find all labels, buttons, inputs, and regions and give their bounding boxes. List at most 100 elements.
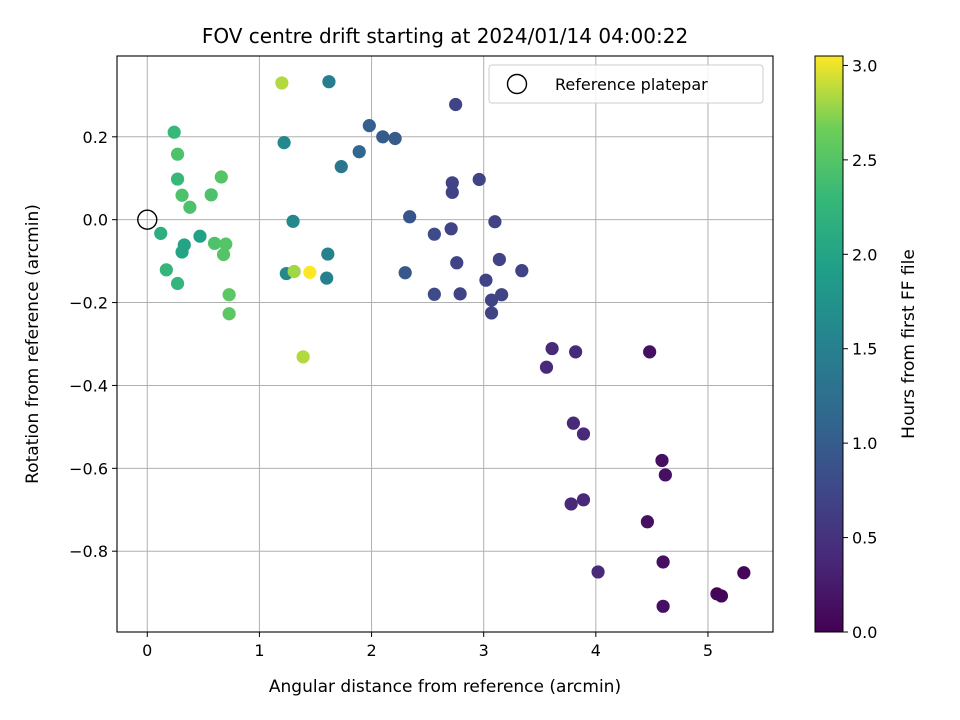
y-tick-label: −0.8 <box>69 542 108 561</box>
colorbar-tick-label: 3.0 <box>852 56 877 75</box>
legend-box <box>488 64 764 104</box>
x-tick-label: 0 <box>142 641 152 660</box>
data-point <box>214 170 228 184</box>
data-point <box>591 565 605 579</box>
plot-frame <box>116 55 774 633</box>
data-point <box>569 345 583 359</box>
data-point <box>320 271 334 285</box>
reference-platepar-marker <box>137 209 158 230</box>
data-point <box>472 172 486 187</box>
data-point <box>303 265 317 279</box>
data-point <box>655 453 669 468</box>
data-point <box>445 176 459 190</box>
data-point <box>362 119 376 133</box>
grid-lines <box>117 56 773 632</box>
data-point <box>445 185 459 199</box>
data-point <box>484 293 499 307</box>
data-point <box>193 229 207 243</box>
data-point <box>277 136 291 150</box>
data-point <box>492 252 506 267</box>
data-point <box>286 214 300 228</box>
x-tick-label: 4 <box>591 641 601 660</box>
y-tick-label: −0.4 <box>69 376 108 395</box>
colorbar-tick-label: 2.0 <box>852 245 877 264</box>
x-tick-label: 2 <box>366 641 376 660</box>
data-point <box>484 306 499 320</box>
data-point <box>175 188 189 202</box>
data-point <box>453 287 467 301</box>
data-point <box>222 288 236 302</box>
x-axis-label: Angular distance from reference (arcmin) <box>269 677 621 697</box>
data-point <box>643 345 657 359</box>
data-point <box>398 266 412 280</box>
colorbar-tick-label: 1.0 <box>852 434 877 453</box>
data-point <box>222 307 236 321</box>
data-point <box>154 226 168 240</box>
colorbar-tick-label: 2.5 <box>852 151 877 170</box>
data-point <box>321 247 335 261</box>
y-axis-label: Rotation from reference (arcmin) <box>23 204 43 484</box>
data-point <box>388 131 402 146</box>
data-point <box>403 210 417 224</box>
data-point <box>287 264 301 279</box>
y-tick-label: −0.6 <box>69 459 108 478</box>
data-point <box>352 145 366 159</box>
data-point <box>545 341 559 356</box>
data-point <box>376 130 390 144</box>
colorbar-tick-label: 0.5 <box>852 529 877 548</box>
data-point <box>576 427 591 441</box>
data-point <box>296 350 310 364</box>
x-tick-label: 3 <box>479 641 489 660</box>
x-axis-ticks: 0 1 2 3 4 5 <box>142 632 713 660</box>
data-point <box>427 227 441 241</box>
x-tick-label: 1 <box>254 641 264 660</box>
data-point <box>566 416 580 430</box>
data-point <box>564 497 578 511</box>
data-point <box>450 256 464 270</box>
data-points <box>137 75 751 613</box>
data-point <box>427 287 441 301</box>
data-point <box>576 493 591 507</box>
data-point <box>170 172 185 186</box>
data-point <box>170 147 185 161</box>
data-point <box>495 288 509 302</box>
data-point <box>334 160 348 174</box>
data-point <box>159 263 173 277</box>
data-point <box>449 97 463 112</box>
colorbar: 0.0 0.5 1.0 1.5 2.0 2.5 3.0 Hours from first F… <box>814 55 919 642</box>
y-axis-ticks: 0.2 0.0 −0.2 −0.4 −0.6 −0.8 <box>69 128 117 561</box>
legend-label-reference: Reference platepar <box>555 75 708 94</box>
data-point <box>539 360 554 374</box>
data-point <box>479 273 493 287</box>
colorbar-gradient <box>815 56 843 632</box>
y-tick-label: 0.0 <box>83 211 108 230</box>
x-tick-label: 5 <box>703 641 713 660</box>
data-point <box>444 222 458 236</box>
data-point <box>167 125 181 139</box>
colorbar-tick-label: 1.5 <box>852 340 877 359</box>
data-point <box>515 264 529 278</box>
colorbar-tick-label: 0.0 <box>852 623 877 642</box>
data-point <box>175 245 189 259</box>
colorbar-frame <box>814 55 844 633</box>
colorbar-ticks: 0.0 0.5 1.0 1.5 2.0 2.5 3.0 <box>843 56 877 642</box>
data-point <box>204 188 218 202</box>
data-point <box>183 200 197 214</box>
data-point <box>656 555 670 569</box>
data-point <box>488 215 502 229</box>
y-tick-label: 0.2 <box>83 128 108 147</box>
chart-title: FOV centre drift starting at 2024/01/14 … <box>202 24 688 48</box>
y-tick-label: −0.2 <box>69 294 108 313</box>
data-point <box>322 75 336 89</box>
data-point <box>656 599 670 613</box>
data-point <box>658 468 672 482</box>
data-point <box>640 515 655 529</box>
legend-marker-reference <box>506 73 528 95</box>
data-point <box>207 236 222 250</box>
data-point <box>219 237 233 251</box>
data-point <box>216 247 231 262</box>
colorbar-label: Hours from first FF file <box>899 249 919 439</box>
data-point <box>170 276 185 291</box>
data-point <box>275 76 289 90</box>
